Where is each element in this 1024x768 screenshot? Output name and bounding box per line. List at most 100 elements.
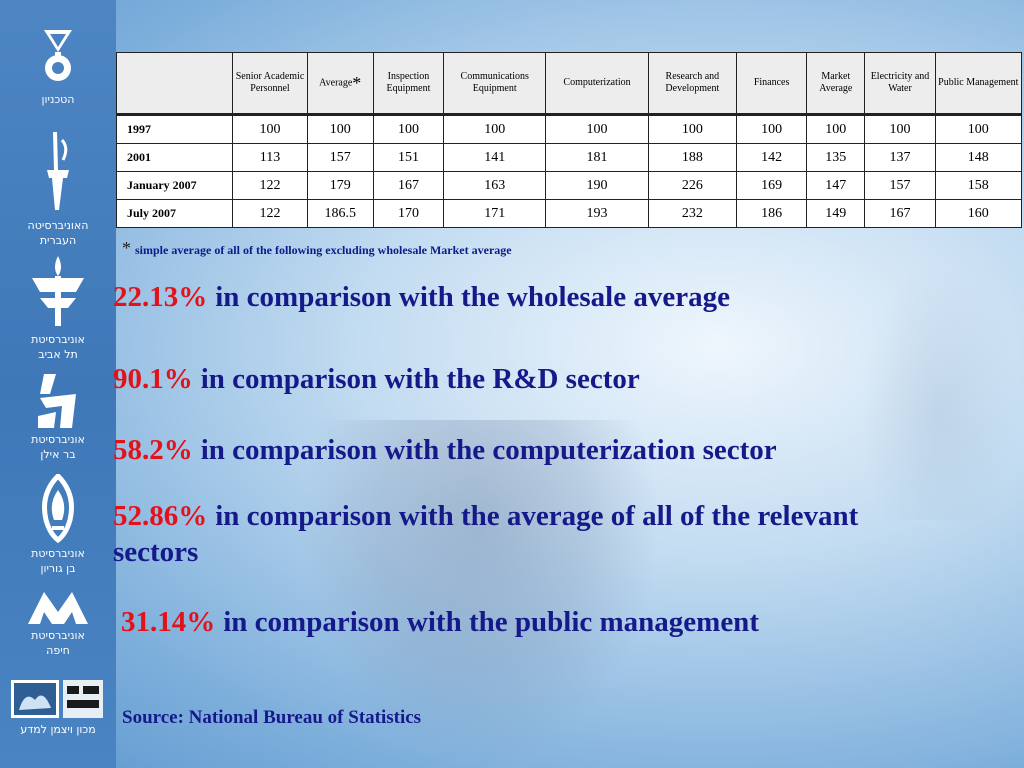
logo-caption-line: בן גוריון <box>40 562 76 575</box>
table-cell: 186.5 <box>306 199 374 228</box>
table-row: 2001 113 157 151 141 181 188 142 135 137 148 <box>115 143 1023 172</box>
statement-percentage: 90.1% <box>113 363 193 395</box>
table-cell: 100 <box>306 113 374 144</box>
table-header-cell: Computerization <box>545 52 649 115</box>
table-cell: 171 <box>443 199 547 228</box>
table-header-cell: Inspection Equipment <box>372 52 445 115</box>
bar-ilan-university-logo-icon <box>38 374 76 428</box>
table-cell: 100 <box>647 113 737 144</box>
statement-rd: 90.1% in comparison with the R&D sector <box>113 361 640 397</box>
footnote: * simple average of all of the following … <box>122 238 512 259</box>
table-cell: 158 <box>934 171 1023 200</box>
table-cell: 149 <box>806 199 866 228</box>
statement-text: in comparison with the public management <box>223 606 759 638</box>
statement-percentage: 58.2% <box>113 434 193 466</box>
statement-text: in comparison with the R&D sector <box>200 363 640 395</box>
table-cell: 167 <box>372 171 445 200</box>
logo-caption-line: הטכניון <box>41 93 75 106</box>
logo-weizmann-institute: מכון ויצמן למדע <box>0 678 116 737</box>
table-cell: 100 <box>864 113 936 144</box>
logo-caption-line: מכון ויצמן למדע <box>20 723 96 736</box>
table-cell: 122 <box>232 199 308 228</box>
logo-bar-ilan-university: אוניברסיטת בר אילן <box>0 372 116 462</box>
table-cell: 100 <box>545 113 649 144</box>
logo-ben-gurion-university: אוניברסיטת בן גוריון <box>0 474 116 576</box>
table-cell: 157 <box>306 143 374 172</box>
table-header-cell: Senior Academic Personnel <box>232 52 308 115</box>
table-header-cell: Market Average <box>806 52 866 115</box>
table-row: July 2007 122 186.5 170 171 193 232 186 149 167 16… <box>115 199 1023 228</box>
background-flask <box>860 260 1020 520</box>
sector-index-table: Senior Academic Personnel Average* Inspe… <box>115 52 1023 228</box>
table-cell: 137 <box>864 143 936 172</box>
table-cell: 170 <box>372 199 445 228</box>
table-cell: 100 <box>934 113 1023 144</box>
row-label: January 2007 <box>115 171 234 200</box>
background-figure <box>300 420 660 768</box>
technion-logo-icon <box>44 30 72 81</box>
table-cell: 113 <box>232 143 308 172</box>
table-cell: 193 <box>545 199 649 228</box>
haifa-university-logo-icon <box>28 592 88 624</box>
statement-percentage: 22.13% <box>113 281 208 313</box>
logo-caption-line: בר אילן <box>40 448 76 461</box>
table-cell: 190 <box>545 171 649 200</box>
table-header-cell: Finances <box>735 52 808 115</box>
table-cell: 148 <box>934 143 1023 172</box>
footnote-marker: * <box>122 238 131 258</box>
logo-caption-line: אוניברסיטת <box>31 333 85 346</box>
table-cell: 169 <box>735 171 808 200</box>
average-marker: * <box>352 72 362 93</box>
statement-text: in comparison with the average of all of… <box>113 500 859 568</box>
table-cell: 100 <box>372 113 445 144</box>
table-header-cell <box>115 52 234 115</box>
table-cell: 141 <box>443 143 547 172</box>
table-cell: 167 <box>864 199 936 228</box>
table-cell: 100 <box>806 113 866 144</box>
table-cell: 157 <box>864 171 936 200</box>
logo-technion: הטכניון <box>0 28 116 107</box>
table-header-cell: Research and Development <box>647 52 737 115</box>
statement-computerization: 58.2% in comparison with the computerizat… <box>113 432 777 468</box>
source-citation: Source: National Bureau of Statistics <box>122 707 422 728</box>
logo-caption-line: אוניברסיטת <box>31 547 85 560</box>
table-cell: 186 <box>735 199 808 228</box>
table-row: 1997 100 100 100 100 100 100 100 100 100 100 <box>115 113 1023 144</box>
logo-caption-line: תל אביב <box>38 348 78 361</box>
logo-haifa-university: אוניברסיטת חיפה <box>0 588 116 658</box>
weizmann-institute-logo-icon <box>11 680 103 718</box>
table-header-cell-average: Average* <box>306 52 374 115</box>
table-cell: 100 <box>735 113 808 144</box>
statement-public-management: 31.14% in comparison with the public mana… <box>121 604 759 640</box>
table-header-cell: Communications Equipment <box>443 52 547 115</box>
row-label: July 2007 <box>115 199 234 228</box>
table-cell: 226 <box>647 171 737 200</box>
ben-gurion-university-logo-icon <box>42 474 74 544</box>
table-cell: 147 <box>806 171 866 200</box>
table-header-row: Senior Academic Personnel Average* Inspe… <box>115 52 1023 115</box>
statement-percentage: 52.86% <box>113 500 208 532</box>
table-cell: 232 <box>647 199 737 228</box>
logo-caption-line: אוניברסיטת <box>31 433 85 446</box>
table-cell: 100 <box>232 113 308 144</box>
footnote-text: simple average of all of the following e… <box>135 243 512 257</box>
table-cell: 142 <box>735 143 808 172</box>
row-label: 1997 <box>115 113 234 144</box>
logo-tel-aviv-university: אוניברסיטת תל אביב <box>0 254 116 362</box>
logo-caption-line: אוניברסיטת <box>31 629 85 642</box>
row-label: 2001 <box>115 143 234 172</box>
logo-hebrew-university: האוניברסיטה העברית <box>0 130 116 248</box>
logo-caption-line: העברית <box>39 234 77 247</box>
logo-caption-line: חיפה <box>46 644 70 657</box>
table-cell: 160 <box>934 199 1023 228</box>
table-cell: 188 <box>647 143 737 172</box>
table-cell: 100 <box>443 113 547 144</box>
table-cell: 181 <box>545 143 649 172</box>
table-cell: 179 <box>306 171 374 200</box>
statement-percentage: 31.14% <box>121 606 216 638</box>
table-header-cell: Public Management <box>934 52 1023 115</box>
statement-text: in comparison with the wholesale average <box>215 281 730 313</box>
table-cell: 163 <box>443 171 547 200</box>
tel-aviv-university-logo-icon <box>32 256 84 326</box>
table-cell: 135 <box>806 143 866 172</box>
